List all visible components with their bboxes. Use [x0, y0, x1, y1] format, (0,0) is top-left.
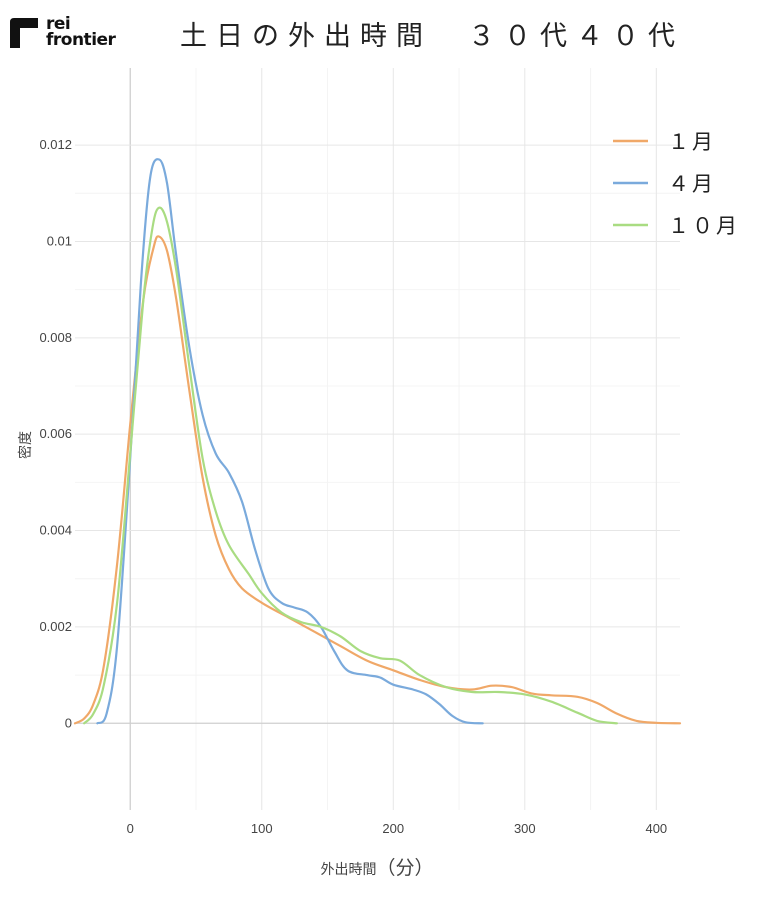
x-tick-label: 300 [514, 821, 536, 836]
y-axis-title: 密度 [17, 431, 34, 459]
rei-frontier-logo: rei frontier [10, 14, 120, 54]
y-tick-label: 0.002 [39, 619, 72, 634]
y-tick-label: 0.006 [39, 426, 72, 441]
density-line-1 [73, 235, 682, 725]
y-tick-label: 0.004 [39, 523, 72, 538]
x-tick-label: 100 [251, 821, 273, 836]
legend-label-2: ４月 [668, 172, 716, 196]
x-tick-label: 400 [645, 821, 667, 836]
logo-text-line1: rei [46, 14, 71, 34]
density-line-3 [83, 206, 618, 725]
x-axis-title: 外出時間（分） [320, 857, 433, 879]
y-tick-label: 0 [65, 715, 72, 730]
x-tick-label: 200 [382, 821, 404, 836]
density-line-2 [96, 158, 484, 725]
y-tick-label: 0.008 [39, 330, 72, 345]
y-tick-label: 0.01 [47, 233, 72, 248]
chart-title: 土日の外出時間 ３０代４０代 [180, 21, 684, 52]
legend-label-1: １月 [668, 130, 716, 154]
logo-mark-icon [10, 18, 38, 48]
logo-text-line2: frontier [46, 30, 116, 50]
x-axis-unit: （分） [376, 857, 433, 879]
x-tick-label: 0 [127, 821, 134, 836]
y-tick-label: 0.012 [39, 137, 72, 152]
legend-label-3: １０月 [668, 214, 740, 238]
logo-text: rei frontier [46, 14, 116, 50]
